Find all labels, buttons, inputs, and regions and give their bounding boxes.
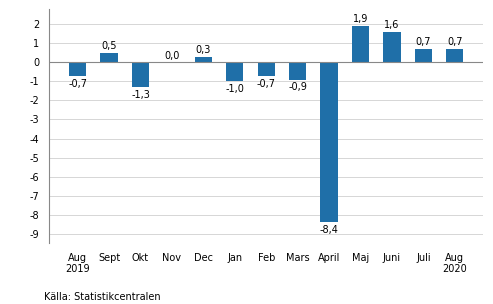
- Text: -1,0: -1,0: [225, 84, 244, 94]
- Bar: [289, 62, 306, 80]
- Text: 1,9: 1,9: [353, 14, 368, 24]
- Text: -0,7: -0,7: [68, 78, 87, 88]
- Bar: [101, 53, 118, 62]
- Bar: [352, 26, 369, 62]
- Text: -0,9: -0,9: [288, 82, 307, 92]
- Text: -8,4: -8,4: [319, 225, 339, 235]
- Text: 0,5: 0,5: [102, 41, 117, 51]
- Bar: [446, 49, 463, 62]
- Bar: [69, 62, 86, 76]
- Bar: [415, 49, 432, 62]
- Bar: [195, 57, 212, 62]
- Text: -0,7: -0,7: [257, 78, 276, 88]
- Bar: [132, 62, 149, 87]
- Text: 0,7: 0,7: [447, 37, 462, 47]
- Text: Källa: Statistikcentralen: Källa: Statistikcentralen: [44, 292, 161, 302]
- Text: 1,6: 1,6: [384, 20, 400, 30]
- Text: 0,0: 0,0: [164, 50, 179, 60]
- Text: 0,3: 0,3: [196, 45, 211, 55]
- Bar: [257, 62, 275, 76]
- Bar: [226, 62, 244, 81]
- Bar: [383, 32, 401, 62]
- Text: -1,3: -1,3: [131, 90, 150, 100]
- Bar: [320, 62, 338, 222]
- Text: 0,7: 0,7: [416, 37, 431, 47]
